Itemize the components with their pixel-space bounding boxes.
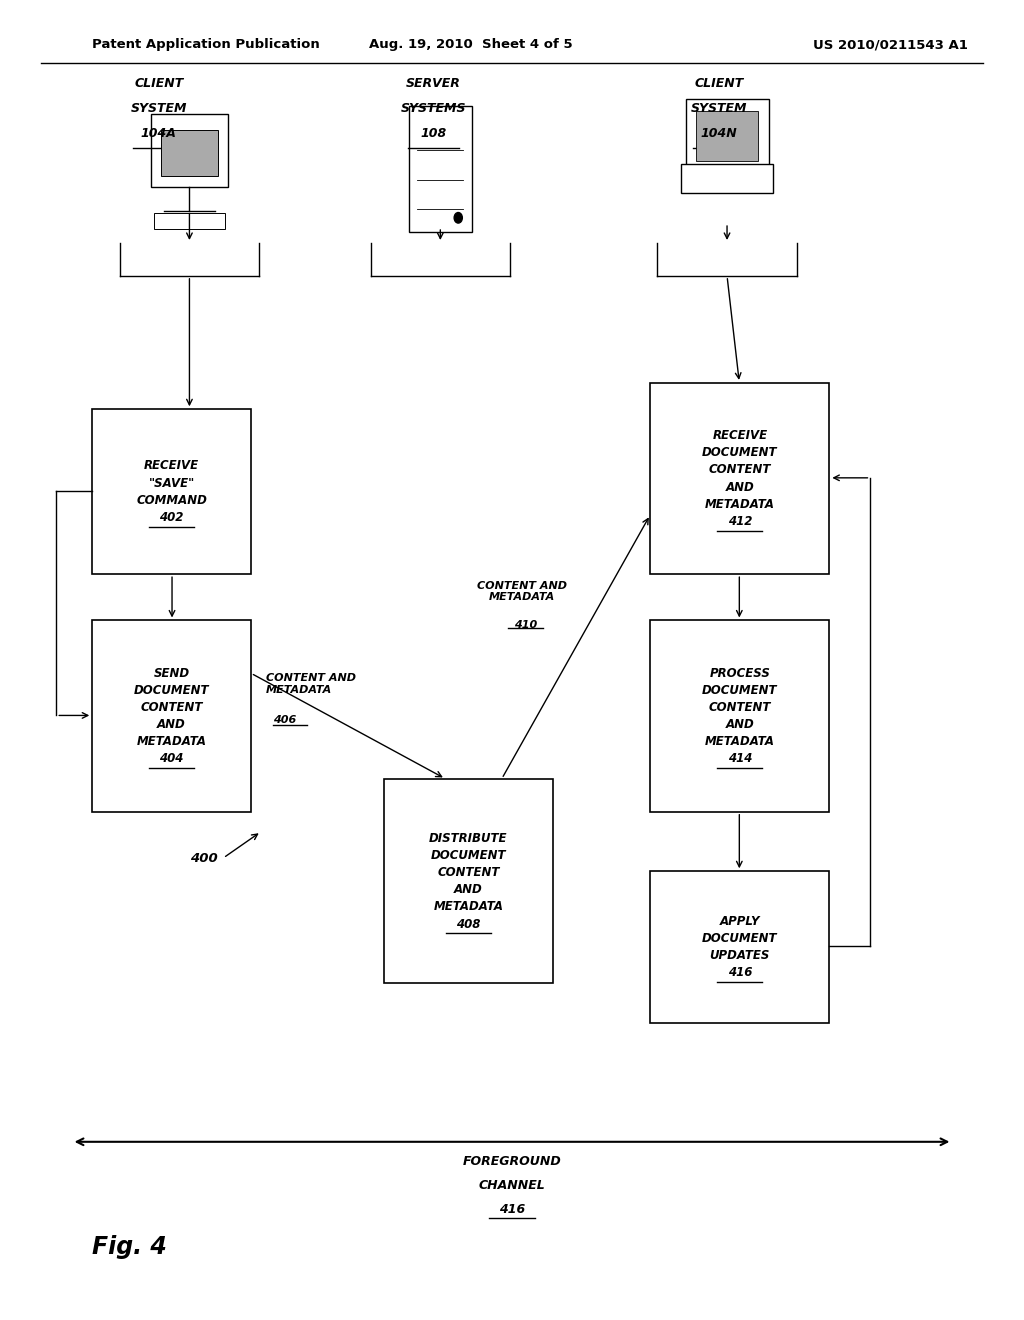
Text: Patent Application Publication: Patent Application Publication	[92, 38, 319, 51]
Text: AND: AND	[725, 718, 755, 731]
Text: APPLY: APPLY	[720, 915, 760, 928]
FancyBboxPatch shape	[152, 114, 227, 186]
Text: 412: 412	[728, 515, 752, 528]
Text: CONTENT AND
METADATA: CONTENT AND METADATA	[266, 673, 356, 694]
Text: METADATA: METADATA	[433, 900, 504, 913]
Text: FOREGROUND: FOREGROUND	[463, 1155, 561, 1168]
FancyBboxPatch shape	[154, 214, 225, 230]
FancyBboxPatch shape	[696, 111, 758, 161]
Text: UPDATES: UPDATES	[710, 949, 770, 962]
Text: 402: 402	[160, 511, 183, 524]
Text: RECEIVE: RECEIVE	[144, 459, 199, 473]
Text: 108: 108	[420, 127, 446, 140]
Text: CONTENT AND
METADATA: CONTENT AND METADATA	[477, 581, 567, 602]
FancyBboxPatch shape	[162, 131, 217, 177]
Text: DOCUMENT: DOCUMENT	[702, 684, 777, 697]
Text: Fig. 4: Fig. 4	[92, 1236, 167, 1259]
Text: 400: 400	[190, 851, 218, 865]
Text: CONTENT: CONTENT	[709, 463, 771, 477]
Text: 404: 404	[160, 752, 183, 766]
Text: AND: AND	[157, 718, 186, 731]
Text: CONTENT: CONTENT	[437, 866, 500, 879]
Text: CLIENT: CLIENT	[134, 77, 183, 90]
FancyBboxPatch shape	[384, 779, 553, 983]
FancyBboxPatch shape	[650, 620, 829, 812]
Text: SYSTEM: SYSTEM	[130, 102, 187, 115]
FancyBboxPatch shape	[650, 871, 829, 1023]
Text: 416: 416	[728, 966, 752, 979]
Text: COMMAND: COMMAND	[136, 494, 207, 507]
Text: DOCUMENT: DOCUMENT	[134, 684, 209, 697]
FancyBboxPatch shape	[92, 620, 251, 812]
Text: 410: 410	[514, 620, 537, 631]
Text: PROCESS: PROCESS	[710, 667, 770, 680]
Circle shape	[455, 213, 463, 223]
Text: SEND: SEND	[154, 667, 189, 680]
Text: 406: 406	[273, 715, 297, 726]
FancyBboxPatch shape	[650, 383, 829, 574]
Text: CONTENT: CONTENT	[709, 701, 771, 714]
Text: "SAVE": "SAVE"	[148, 477, 195, 490]
FancyBboxPatch shape	[686, 99, 768, 173]
Text: AND: AND	[454, 883, 483, 896]
Text: 104N: 104N	[700, 127, 737, 140]
Text: SYSTEMS: SYSTEMS	[400, 102, 466, 115]
FancyBboxPatch shape	[92, 409, 251, 574]
Text: METADATA: METADATA	[705, 735, 775, 748]
Text: DOCUMENT: DOCUMENT	[702, 446, 777, 459]
Text: 408: 408	[457, 917, 480, 931]
Text: DISTRIBUTE: DISTRIBUTE	[429, 832, 508, 845]
FancyBboxPatch shape	[682, 164, 772, 193]
Text: US 2010/0211543 A1: US 2010/0211543 A1	[813, 38, 969, 51]
Text: RECEIVE: RECEIVE	[713, 429, 767, 442]
Text: 414: 414	[728, 752, 752, 766]
Text: SYSTEM: SYSTEM	[690, 102, 748, 115]
Text: CONTENT: CONTENT	[140, 701, 203, 714]
Text: CHANNEL: CHANNEL	[478, 1179, 546, 1192]
FancyBboxPatch shape	[409, 106, 471, 232]
Text: Aug. 19, 2010  Sheet 4 of 5: Aug. 19, 2010 Sheet 4 of 5	[370, 38, 572, 51]
Text: SERVER: SERVER	[406, 77, 461, 90]
Text: DOCUMENT: DOCUMENT	[702, 932, 777, 945]
Text: 416: 416	[499, 1203, 525, 1216]
Text: CLIENT: CLIENT	[694, 77, 743, 90]
Text: AND: AND	[725, 480, 755, 494]
Text: METADATA: METADATA	[705, 498, 775, 511]
Text: DOCUMENT: DOCUMENT	[431, 849, 506, 862]
Text: METADATA: METADATA	[136, 735, 207, 748]
Text: 104A: 104A	[140, 127, 177, 140]
